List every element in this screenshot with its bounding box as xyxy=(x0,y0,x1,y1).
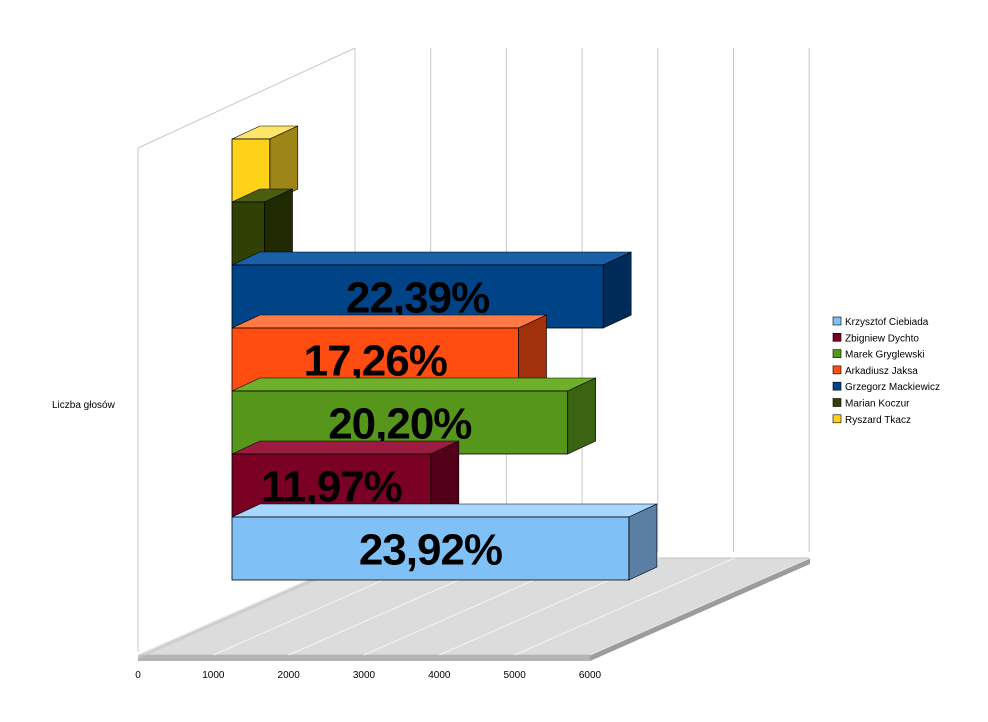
bar-side xyxy=(628,503,658,581)
legend-swatch xyxy=(832,365,842,375)
bar-top xyxy=(231,440,459,455)
legend-swatch xyxy=(832,349,842,358)
floor-gridline xyxy=(589,557,811,656)
category-label: Liczba głosów xyxy=(52,400,116,411)
floor-gridline xyxy=(514,557,735,656)
legend-swatch xyxy=(832,398,842,407)
legend-entry: Grzegorz Mackiewicz xyxy=(845,382,940,393)
x-tick-label: 2000 xyxy=(278,670,301,681)
left-wall-top-edge xyxy=(137,47,356,149)
x-tick-label: 5000 xyxy=(504,670,527,681)
legend-swatch xyxy=(832,414,842,424)
bar-top xyxy=(231,251,632,266)
chart-floor-side-edge xyxy=(590,558,810,661)
bar-side xyxy=(567,377,596,455)
x-tick-label: 6000 xyxy=(579,670,602,681)
chart-floor-front-edge xyxy=(138,655,590,661)
legend-swatch xyxy=(832,316,842,326)
x-tick-label: 4000 xyxy=(428,670,451,681)
chart-floor-left-edge xyxy=(138,558,358,659)
bar-data-label: 11,97% xyxy=(261,463,402,512)
legend-entry: Marian Koczur xyxy=(845,399,910,410)
bar-data-label: 22,39% xyxy=(346,274,489,323)
bar-top xyxy=(231,314,547,329)
x-tick-label: 0 xyxy=(135,670,141,681)
bar-top xyxy=(231,503,658,518)
legend-entry: Arkadiusz Jaksa xyxy=(845,366,918,377)
legend-entry: Zbigniew Dychto xyxy=(845,333,919,344)
bar xyxy=(231,516,630,581)
bar-top xyxy=(231,377,596,392)
bar-data-label: 20,20% xyxy=(328,400,471,449)
legend-entry: Krzysztof Ciebiada xyxy=(845,317,929,328)
x-tick-label: 1000 xyxy=(202,670,225,681)
legend-entry: Marek Gryglewski xyxy=(845,350,924,361)
bar-data-label: 17,26% xyxy=(304,337,447,386)
legend-entry: Ryszard Tkacz xyxy=(845,415,911,426)
legend-swatch xyxy=(832,332,842,342)
bar-data-label: 23,92% xyxy=(359,526,502,575)
x-tick-label: 3000 xyxy=(353,670,376,681)
bar-side xyxy=(602,251,632,329)
legend-swatch xyxy=(832,381,842,391)
